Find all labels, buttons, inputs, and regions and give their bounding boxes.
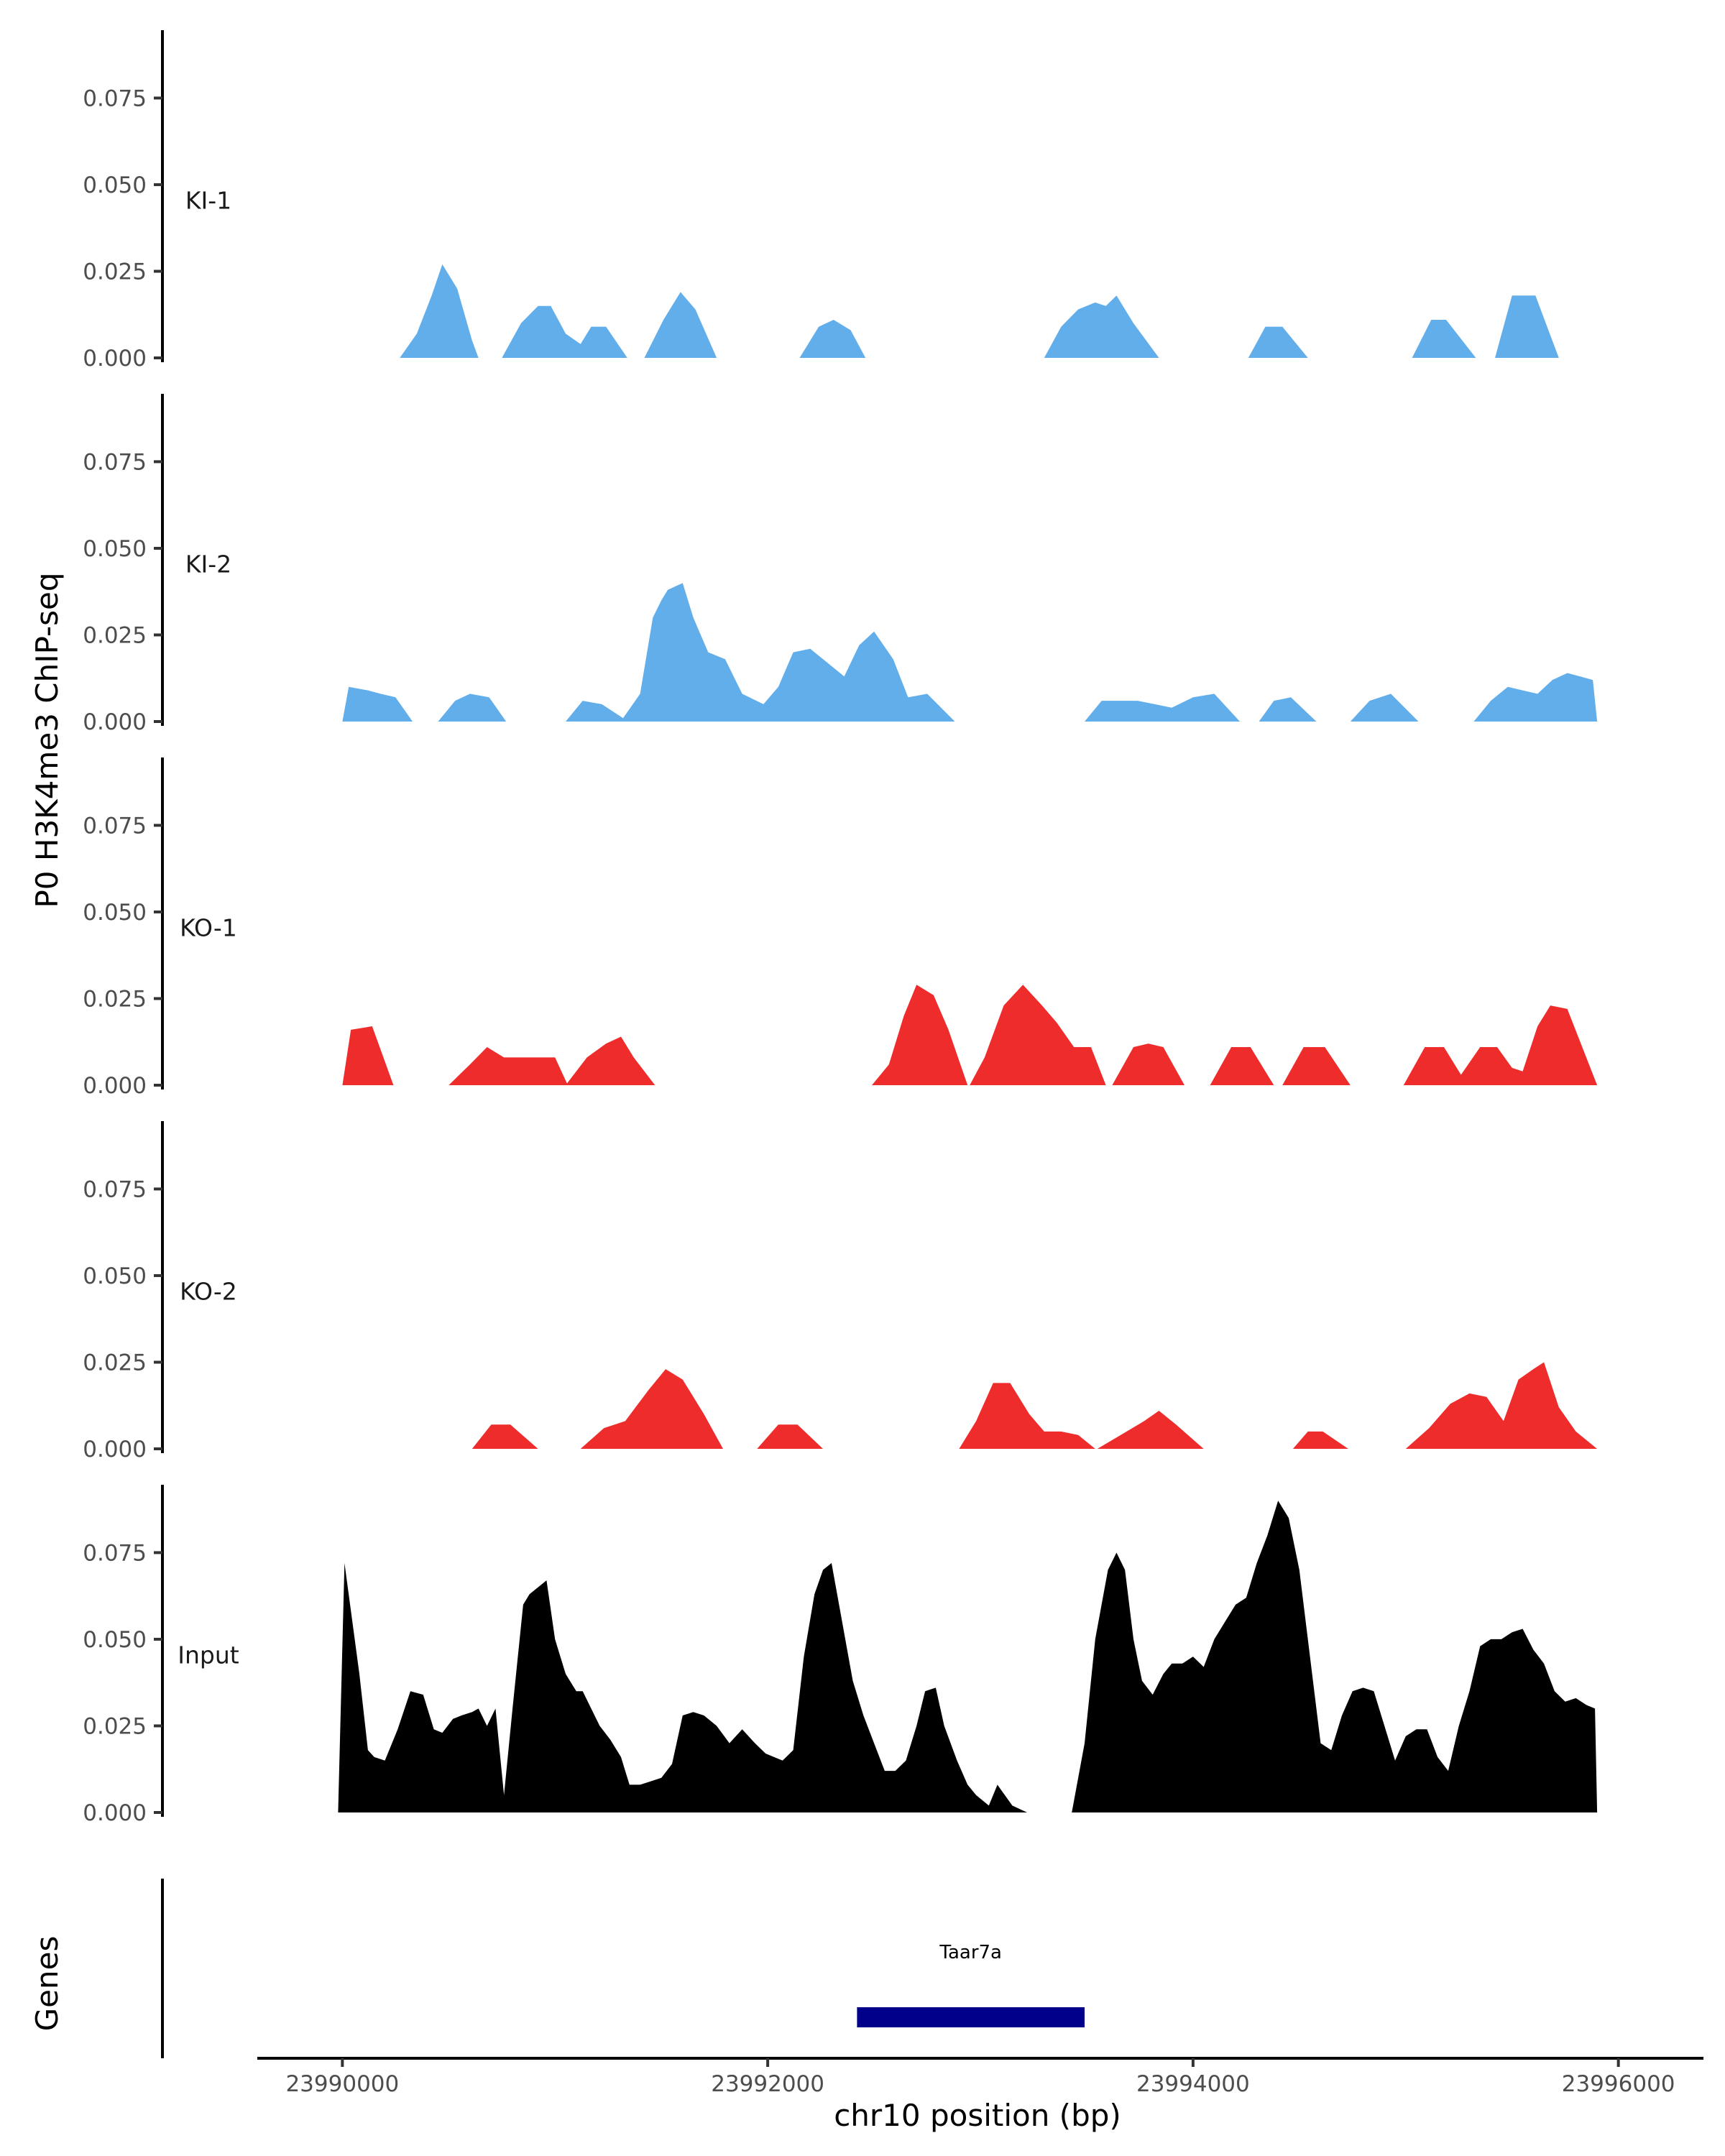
genes-panel-title: Genes [29,1936,65,2032]
signal-area-ki-1-8 [1495,295,1559,358]
x-tick-label: 23992000 [711,2071,824,2097]
y-tick-label: 0.000 [83,1800,147,1826]
y-tick-label: 0.050 [83,172,147,198]
y-tick-label: 0.000 [83,1437,147,1462]
track-label: KO-1 [180,914,237,942]
signal-area-ko-1-10 [1522,1005,1598,1085]
y-axis-title: P0 H3K4me3 ChIP-seq [29,572,65,908]
signal-area-ki-1-7 [1412,320,1476,358]
signal-area-ki-1-6 [1248,326,1308,358]
y-tick-label: 0.050 [83,900,147,926]
tracks-layer: 0.0000.0250.0500.075KI-10.0000.0250.0500… [83,30,1598,1826]
x-axis: 23990000 23992000 23994000 23996000 [257,2057,1703,2097]
signal-area-ko-2-4 [959,1383,1095,1449]
y-tick-label: 0.075 [83,449,147,475]
signal-area-ki-2-5 [1259,697,1317,722]
signal-area-ko-1-7 [1210,1047,1274,1085]
x-tick-label: 23996000 [1562,2071,1675,2097]
signal-area-ko-2-3 [757,1424,823,1449]
signal-area-ko-2-7 [1405,1362,1598,1449]
track-label: KI-1 [185,187,231,215]
signal-area-ko-2-1 [472,1424,538,1449]
track-ko-1: 0.000 0.025 0.050 0.075 KO-1 [83,757,1598,1099]
signal-area-ki-2-6 [1350,694,1419,722]
signal-area-ko-1-6 [1112,1044,1184,1085]
track-ki-2: 0.000 0.025 0.050 0.075 KI-2 [83,394,1598,735]
signal-area-ki-2-2 [438,694,507,722]
signal-area-ko-1-9 [1403,1047,1523,1085]
y-tick-label: 0.025 [83,259,147,285]
y-tick-label: 0.000 [83,1073,147,1099]
signal-area-ko-1-8 [1282,1047,1351,1085]
gene-body-taar7a [857,2007,1085,2027]
track-label: KI-2 [185,550,231,579]
signal-area-ki-2-7 [1473,673,1598,722]
y-tick-label: 0.025 [83,1713,147,1739]
track-label: Input [178,1641,239,1669]
y-tick-label: 0.075 [83,1540,147,1566]
signal-area-ko-2-6 [1292,1431,1348,1449]
signal-area-ko-2-2 [580,1369,723,1449]
signal-area-ko-1-5 [970,985,1106,1085]
y-tick-label: 0.025 [83,986,147,1012]
signal-area-ki-2-3 [566,583,955,722]
y-tick-label: 0.025 [83,622,147,648]
signal-area-ki-1-5 [1044,295,1159,358]
y-tick-label: 0.050 [83,1263,147,1289]
track-input: 0.000 0.025 0.050 0.075 Input [83,1485,1598,1826]
signal-area-ko-1-2 [448,1047,568,1085]
signal-area-ko-2-5 [1097,1411,1204,1449]
x-tick-label: 23990000 [285,2071,399,2097]
signal-area-ko-1-3 [566,1036,656,1085]
track-label: KO-2 [180,1278,237,1306]
x-tick-label: 23994000 [1136,2071,1250,2097]
signal-area-ki-1-2 [502,305,627,358]
signal-area-ki-2-4 [1085,694,1240,722]
signal-area-ko-1-1 [342,1026,394,1085]
gene-label: Taar7a [939,1942,1002,1963]
track-ko-2: 0.000 0.025 0.050 0.075 KO-2 [83,1121,1598,1462]
signal-area-input-1 [338,1562,1028,1812]
y-tick-label: 0.000 [83,709,147,735]
genes-panel: Taar7a [161,1879,1085,2058]
signal-area-ki-1-4 [799,320,866,358]
signal-area-ki-1-1 [400,264,479,358]
signal-area-ki-1-3 [644,292,717,358]
y-tick-label: 0.050 [83,536,147,562]
signal-area-input-2 [1072,1501,1598,1812]
x-axis-title: chr10 position (bp) [834,2098,1121,2133]
y-tick-label: 0.075 [83,86,147,111]
y-tick-label: 0.000 [83,346,147,372]
y-tick-label: 0.050 [83,1627,147,1653]
y-tick-label: 0.025 [83,1350,147,1376]
signal-area-ko-1-4 [872,985,968,1085]
y-tick-label: 0.075 [83,1176,147,1202]
y-tick-label: 0.075 [83,813,147,839]
signal-area-ki-2-1 [342,686,413,722]
track-ki-1: 0.000 0.025 0.050 0.075 KI-1 [83,30,1559,372]
